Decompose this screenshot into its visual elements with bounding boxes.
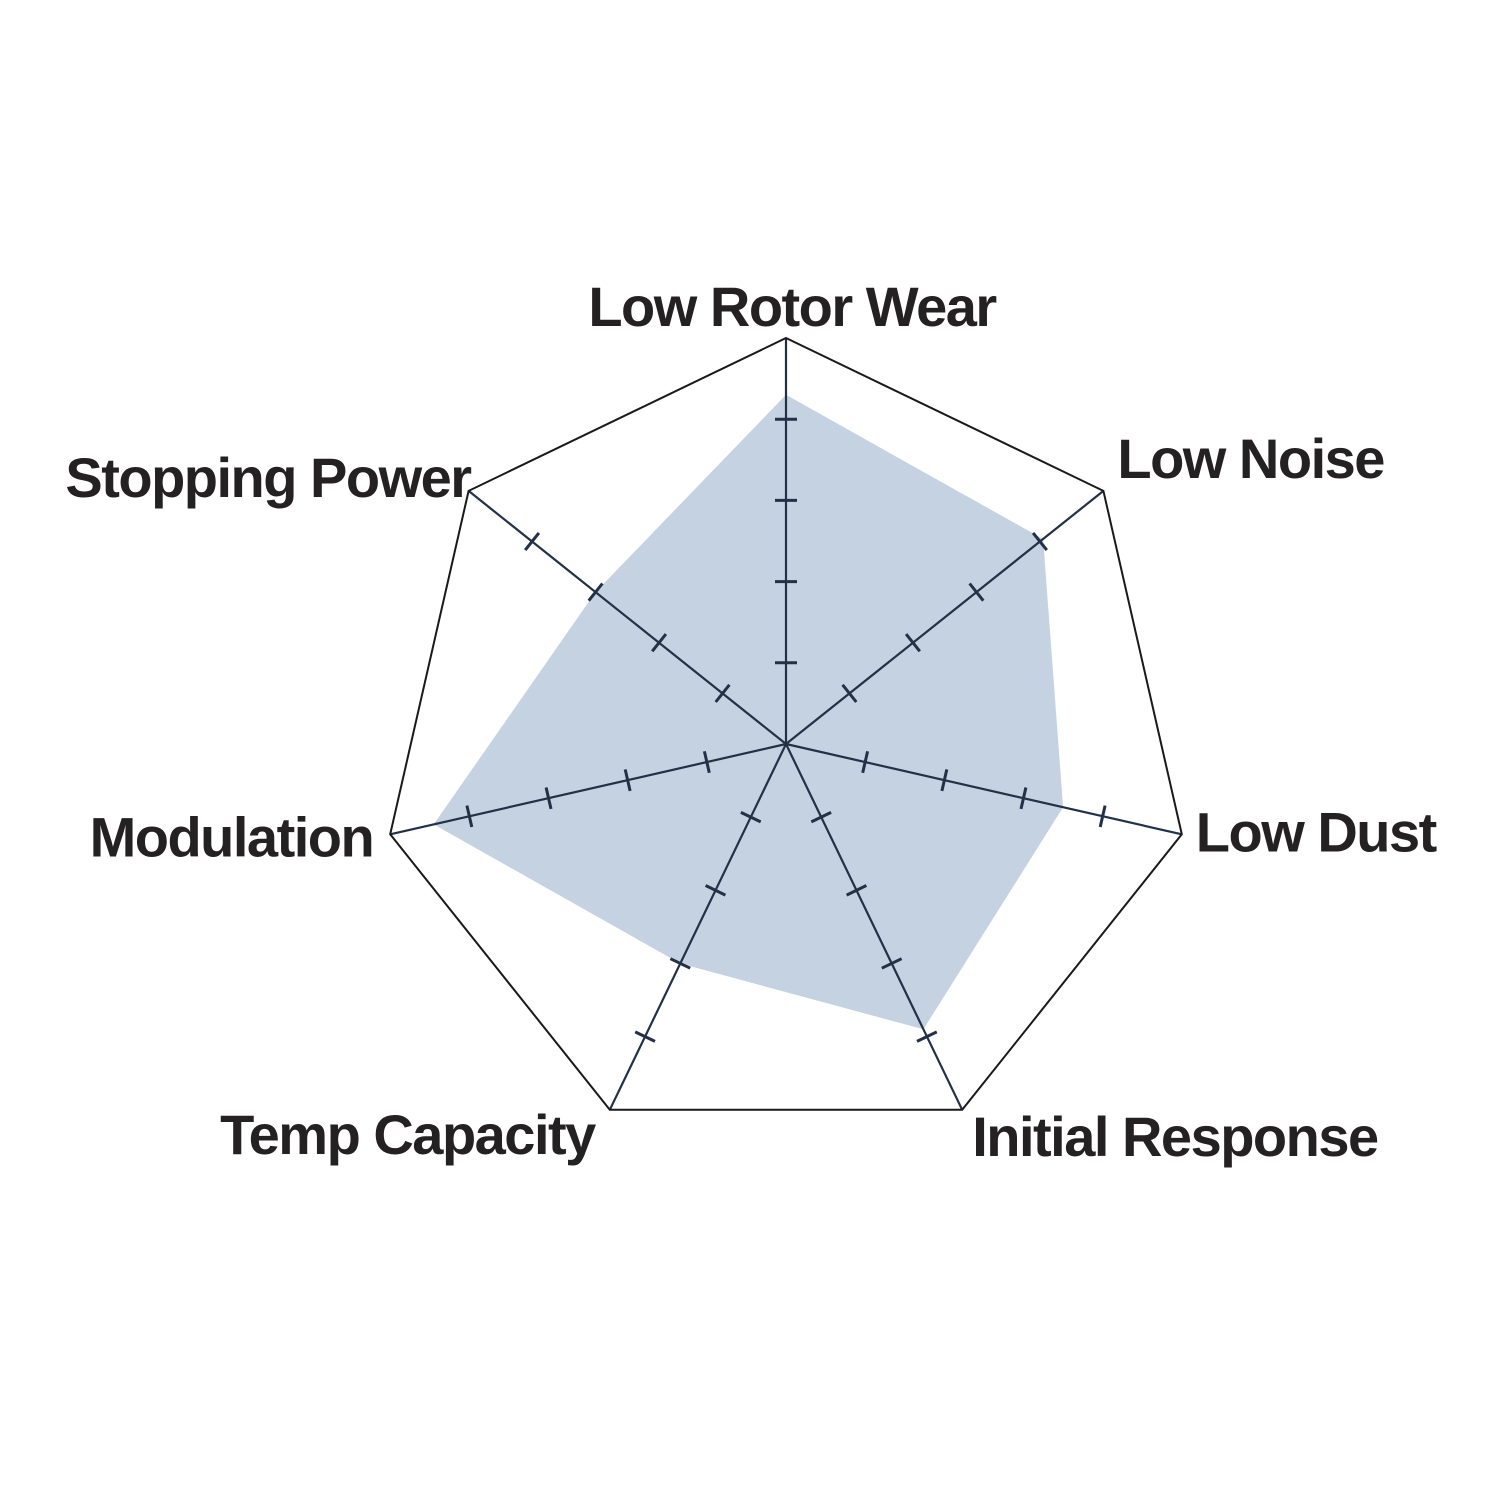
axis-label-initial-response: Initial Response	[972, 1105, 1378, 1168]
axis-tick-low-dust-3	[1019, 787, 1028, 810]
radar-axis-stopping-power	[467, 490, 787, 745]
axis-tick-modulation-3	[544, 787, 553, 810]
radar-axis-low-dust	[785, 742, 1183, 836]
axis-tick-temp-capacity-2	[704, 884, 727, 897]
axis-tick-temp-capacity-1	[740, 811, 762, 824]
axis-tick-low-noise-2	[904, 633, 921, 653]
radar-axis-low-noise	[785, 490, 1105, 745]
axis-tick-low-noise-4	[1031, 531, 1048, 552]
axis-tick-initial-response-2	[845, 884, 868, 897]
radar-axis-initial-response	[785, 743, 964, 1111]
axis-tick-modulation-4	[465, 805, 474, 828]
axis-tick-stopping-power-3	[587, 582, 604, 602]
radar-axis-modulation	[389, 742, 787, 836]
axis-tick-modulation-1	[702, 750, 711, 774]
axis-tick-initial-response-3	[881, 957, 903, 970]
axis-tick-low-dust-2	[940, 769, 949, 792]
axis-tick-initial-response-4	[916, 1030, 938, 1043]
radar-axis-temp-capacity	[608, 743, 787, 1111]
axis-label-temp-capacity: Temp Capacity	[220, 1103, 596, 1166]
axis-label-low-rotor-wear: Low Rotor Wear	[588, 275, 996, 338]
axis-label-modulation: Modulation	[90, 805, 374, 868]
axis-tick-stopping-power-1	[714, 683, 731, 703]
axis-tick-initial-response-1	[810, 811, 832, 824]
axis-tick-temp-capacity-3	[669, 957, 691, 970]
radar-outline	[389, 336, 1183, 1111]
axis-tick-low-noise-3	[968, 582, 985, 602]
axis-tick-low-dust-1	[861, 750, 870, 774]
axis-label-low-noise: Low Noise	[1117, 427, 1384, 490]
axis-label-stopping-power: Stopping Power	[65, 446, 471, 509]
axis-tick-stopping-power-2	[651, 633, 668, 653]
axis-tick-low-noise-1	[841, 683, 858, 703]
axis-label-low-dust: Low Dust	[1196, 800, 1437, 863]
axis-tick-stopping-power-4	[524, 531, 541, 552]
data-polygon-brake-pad-performance	[433, 394, 1064, 1030]
axis-tick-modulation-2	[623, 769, 632, 792]
axis-tick-temp-capacity-4	[634, 1030, 656, 1043]
axis-tick-low-dust-4	[1098, 805, 1107, 828]
